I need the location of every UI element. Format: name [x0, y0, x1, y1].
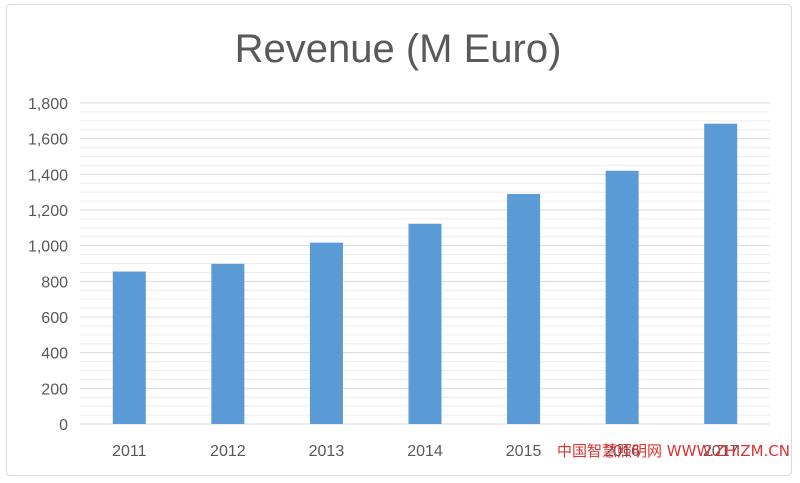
x-tick-label: 2011 [112, 443, 147, 460]
bar-2014 [408, 223, 442, 424]
x-tick-label: 2017 [703, 443, 739, 460]
bar-2015 [507, 193, 541, 424]
bars [112, 123, 738, 424]
y-axis: 0 200 400 600 800 1,000 1,200 1,400 1,600 1,800 [28, 96, 68, 434]
x-tick-label: 2015 [506, 443, 542, 460]
y-tick-label: 1,400 [28, 167, 68, 184]
y-tick-label: 0 [59, 417, 68, 434]
watermark-text: 中国智慧照明网 WWW.ZHIZM.CN [557, 442, 790, 460]
bar-2016 [605, 170, 639, 424]
x-tick-label: 2016 [604, 443, 640, 460]
y-tick-label: 200 [41, 381, 68, 398]
bar-2011 [112, 271, 146, 424]
y-tick-label: 1,200 [28, 203, 68, 220]
bar-2017 [704, 123, 738, 424]
x-tick-label: 2012 [210, 443, 246, 460]
y-tick-label: 1,600 [28, 132, 68, 149]
y-tick-label: 1,800 [28, 96, 68, 113]
y-tick-label: 1,000 [28, 239, 68, 256]
x-tick-label: 2013 [309, 443, 345, 460]
y-tick-label: 600 [41, 310, 68, 327]
bar-2013 [309, 242, 343, 424]
chart-title: Revenue (M Euro) [235, 27, 562, 71]
y-tick-label: 800 [41, 274, 68, 291]
y-tick-label: 400 [41, 346, 68, 363]
x-axis: 2011 2012 2013 2014 2015 2016 2017 [112, 443, 739, 460]
x-tick-label: 2014 [407, 443, 443, 460]
bar-2012 [211, 263, 245, 424]
